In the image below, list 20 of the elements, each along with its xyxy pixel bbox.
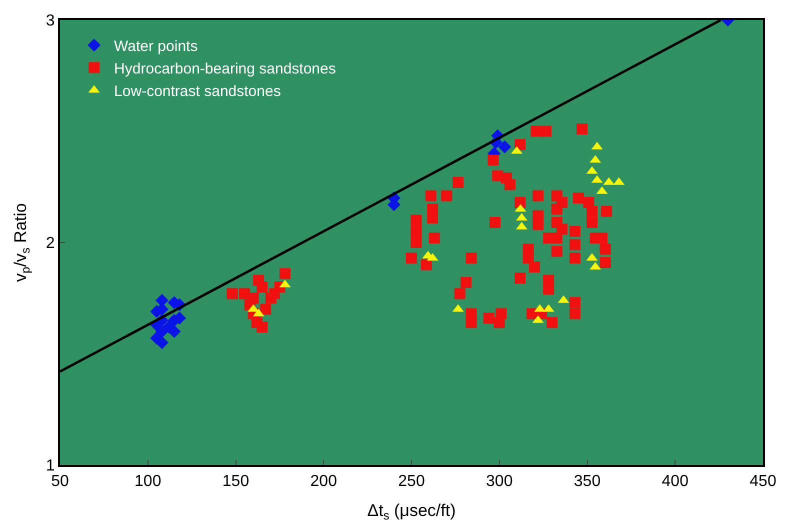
- y-tick-label: 1: [46, 458, 55, 475]
- x-tick-label: 50: [51, 473, 69, 490]
- y-tick-label: 2: [46, 235, 55, 252]
- point: [498, 140, 512, 154]
- point: [155, 294, 168, 307]
- legend-label: Water points: [114, 38, 198, 55]
- x-tick-label: 350: [574, 473, 601, 490]
- legend-label: Low-contrast sandstones: [114, 83, 281, 100]
- x-tick-label: 250: [398, 473, 425, 490]
- point: [155, 336, 168, 350]
- x-tick-label: 450: [750, 473, 776, 490]
- x-axis-title: Δt$_{s}$ (μsec/ft): [367, 501, 456, 523]
- point: [168, 325, 181, 338]
- y-tick-label: 3: [46, 12, 55, 30]
- legend-label: Hydrocarbon-bearing sandstones: [114, 60, 336, 78]
- x-tick-label: 200: [310, 473, 338, 490]
- x-tick-label: 150: [222, 473, 250, 490]
- x-tick-label: 400: [662, 473, 689, 490]
- x-tick-label: 300: [486, 473, 513, 490]
- x-tick-label: 100: [134, 473, 162, 490]
